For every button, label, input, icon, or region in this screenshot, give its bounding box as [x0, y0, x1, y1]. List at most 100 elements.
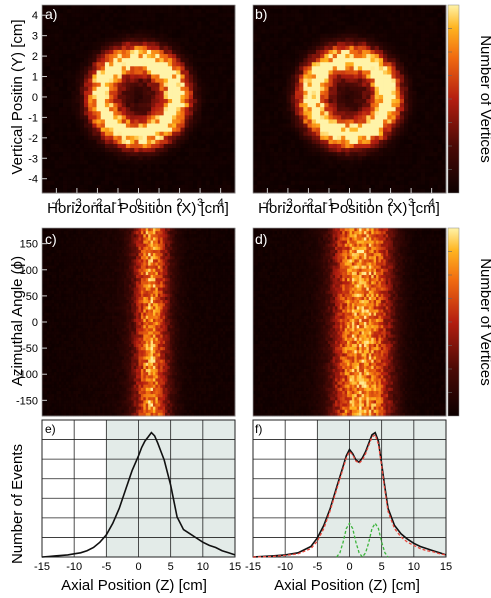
heatmap-cell	[349, 176, 355, 182]
heatmap-cell	[117, 188, 123, 194]
heatmap-cell	[425, 25, 430, 30]
heatmap-cell	[62, 164, 68, 169]
heatmap-cell	[51, 268, 55, 273]
heatmap-cell	[353, 143, 359, 149]
heatmap-cell	[176, 111, 181, 116]
heatmap-cell	[353, 66, 359, 71]
heatmap-cell	[299, 131, 304, 137]
heatmap-cell	[44, 325, 48, 329]
heatmap-cell	[416, 41, 422, 47]
heatmap-cell	[269, 143, 275, 149]
heatmap-cell	[100, 115, 106, 120]
heatmap-cell	[362, 74, 367, 79]
heatmap-cell	[214, 164, 219, 169]
heatmap-cell	[278, 139, 283, 145]
heatmap-cell	[63, 362, 67, 367]
heatmap-cell	[299, 13, 304, 18]
heatmap-cell	[383, 148, 388, 153]
heatmap-cell	[193, 33, 198, 39]
heatmap-cell	[324, 41, 329, 47]
heatmap-cell	[278, 152, 283, 157]
heatmap-cell	[61, 350, 65, 354]
heatmap-cell	[214, 139, 219, 145]
heatmap-cell	[117, 135, 123, 141]
heatmap-cell	[357, 115, 363, 120]
heatmap-cell	[332, 54, 338, 59]
heatmap-cell	[294, 156, 300, 161]
heatmap-cell	[349, 135, 355, 141]
heatmap-cell	[324, 94, 329, 100]
heatmap-cell	[180, 94, 186, 100]
heatmap-cell	[125, 58, 131, 63]
heatmap-cell	[61, 256, 65, 260]
heatmap-cell	[197, 86, 202, 92]
heatmap-cell	[387, 139, 392, 145]
heatmap-cell	[341, 17, 346, 22]
heatmap-cell	[357, 188, 363, 194]
heatmap-cell	[370, 54, 376, 59]
heatmap-cell	[46, 243, 50, 248]
heatmap-cell	[387, 152, 392, 157]
heatmap-cell	[378, 127, 384, 133]
heatmap-cell	[425, 90, 430, 96]
heatmap-cell	[51, 234, 55, 238]
heatmap-cell	[96, 148, 102, 153]
heatmap-cell	[188, 17, 194, 22]
heatmap-cell	[42, 365, 45, 370]
heatmap-cell	[311, 82, 317, 88]
heatmap-cell	[222, 41, 228, 47]
heatmap-cell	[222, 115, 228, 120]
heatmap-cell	[218, 62, 223, 67]
heatmap-cell	[345, 176, 350, 182]
heatmap-cell	[71, 29, 76, 35]
heatmap-cell	[441, 135, 447, 141]
heatmap-cell	[282, 49, 287, 55]
heatmap-cell	[88, 33, 93, 39]
heatmap-cell	[290, 103, 296, 108]
heatmap-cell	[429, 103, 434, 108]
heatmap-cell	[100, 103, 106, 108]
heatmap-cell	[273, 86, 279, 92]
heatmap-cell	[197, 127, 202, 133]
heatmap-cell	[378, 172, 384, 178]
heatmap-cell	[66, 375, 69, 379]
heatmap-cell	[172, 156, 177, 161]
heatmap-cell	[226, 90, 232, 96]
heatmap-cell	[303, 74, 308, 79]
heatmap-cell	[61, 372, 65, 376]
heatmap-cell	[142, 78, 148, 84]
heatmap-cell	[67, 58, 72, 63]
heatmap-cell	[383, 172, 388, 178]
heatmap-cell	[370, 29, 376, 35]
heatmap-cell	[332, 160, 338, 165]
heatmap-cell	[109, 90, 114, 96]
heatmap-cell	[265, 156, 271, 161]
heatmap-cell	[42, 237, 45, 241]
heatmap-cell	[253, 123, 258, 129]
heatmap-cell	[265, 148, 271, 153]
heatmap-cell	[42, 25, 47, 30]
heatmap-cell	[44, 284, 48, 288]
heatmap-cell	[155, 180, 160, 186]
heatmap-cell	[336, 74, 342, 79]
heatmap-cell	[188, 127, 194, 133]
heatmap-cell	[201, 111, 207, 116]
heatmap-cell	[214, 176, 219, 182]
heatmap-cell	[269, 107, 275, 112]
heatmap-cell	[79, 143, 85, 149]
heatmap-cell	[188, 139, 194, 145]
heatmap-cell	[180, 5, 186, 10]
heatmap-cell	[253, 54, 258, 59]
heatmap-cell	[378, 176, 384, 182]
heatmap-cell	[61, 281, 65, 285]
heatmap-cell	[257, 139, 262, 145]
heatmap-cell	[265, 123, 271, 129]
heatmap-cell	[159, 62, 165, 67]
heatmap-cell	[205, 70, 211, 75]
heatmap-cell	[88, 66, 93, 71]
heatmap-cell	[58, 103, 64, 108]
heatmap-cell	[290, 131, 296, 137]
heatmap-cell	[138, 119, 144, 124]
heatmap-cell	[62, 86, 68, 92]
heatmap-cell	[265, 33, 271, 39]
